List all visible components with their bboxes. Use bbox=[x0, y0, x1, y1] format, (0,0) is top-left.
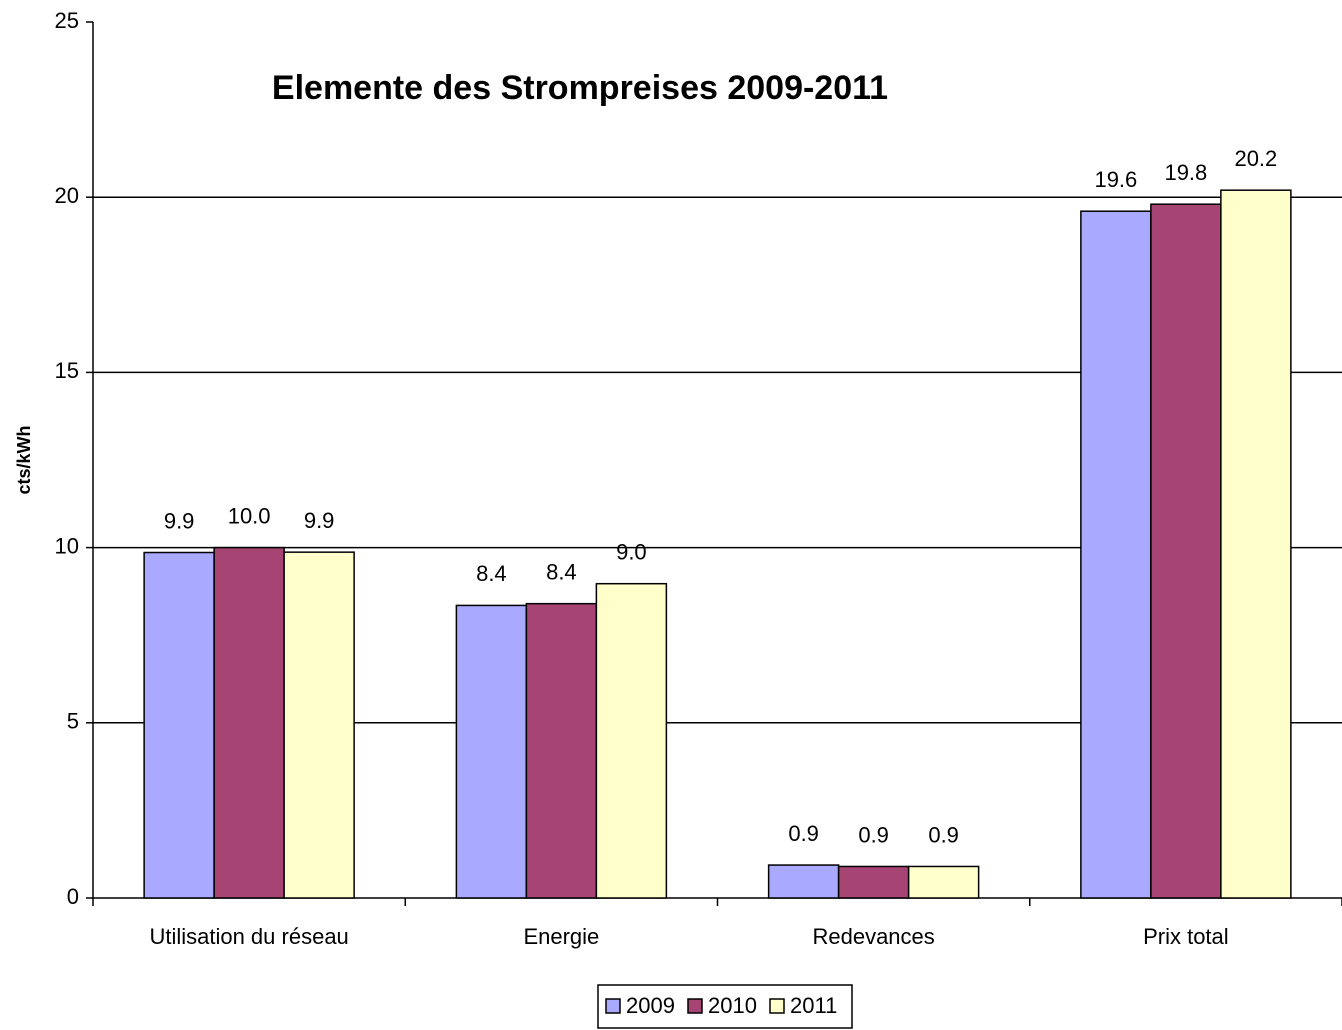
legend-swatch bbox=[769, 998, 785, 1014]
legend-label: 2011 bbox=[790, 993, 837, 1018]
y-tick-label: 5 bbox=[67, 709, 79, 734]
bar bbox=[1080, 210, 1152, 899]
bar bbox=[283, 551, 355, 899]
legend-box bbox=[597, 984, 853, 1029]
bar bbox=[1220, 189, 1292, 899]
value-label: 9.9 bbox=[304, 508, 335, 533]
value-label: 19.6 bbox=[1094, 167, 1137, 192]
chart-title: Elemente des Strompreises 2009-2011 bbox=[272, 69, 888, 107]
value-label: 8.4 bbox=[546, 559, 577, 584]
y-tick-label: 15 bbox=[55, 358, 79, 383]
value-label: 0.9 bbox=[858, 822, 889, 847]
x-tick-label: Redevances bbox=[812, 924, 934, 949]
bar bbox=[455, 604, 528, 899]
x-tick-label: Energie bbox=[523, 924, 599, 949]
legend-label: 2009 bbox=[626, 993, 675, 1018]
value-label: 8.4 bbox=[476, 561, 507, 586]
y-axis-label: cts/kWh bbox=[14, 425, 34, 494]
legend-label: 2010 bbox=[708, 993, 757, 1018]
bar bbox=[767, 864, 840, 899]
bar bbox=[907, 865, 980, 899]
y-tick-label: 20 bbox=[55, 183, 79, 208]
bar bbox=[213, 546, 285, 899]
bar bbox=[837, 865, 910, 899]
bar bbox=[525, 602, 598, 899]
y-tick-label: 25 bbox=[55, 8, 79, 33]
bar bbox=[1150, 203, 1222, 899]
x-tick-label: Utilisation du réseau bbox=[149, 924, 348, 949]
x-tick-label: Prix total bbox=[1143, 924, 1229, 949]
bar bbox=[595, 582, 668, 899]
y-tick-label: 10 bbox=[55, 533, 79, 558]
value-label: 0.9 bbox=[788, 821, 819, 846]
bar bbox=[143, 551, 215, 899]
value-label: 0.9 bbox=[928, 822, 959, 847]
y-tick-label: 0 bbox=[67, 884, 79, 909]
legend-swatch bbox=[605, 998, 621, 1014]
value-label: 9.0 bbox=[616, 540, 647, 565]
legend-swatch bbox=[687, 998, 703, 1014]
value-label: 10.0 bbox=[228, 503, 271, 528]
value-label: 20.2 bbox=[1234, 146, 1277, 171]
value-label: 19.8 bbox=[1164, 160, 1207, 185]
value-label: 9.9 bbox=[164, 508, 195, 533]
